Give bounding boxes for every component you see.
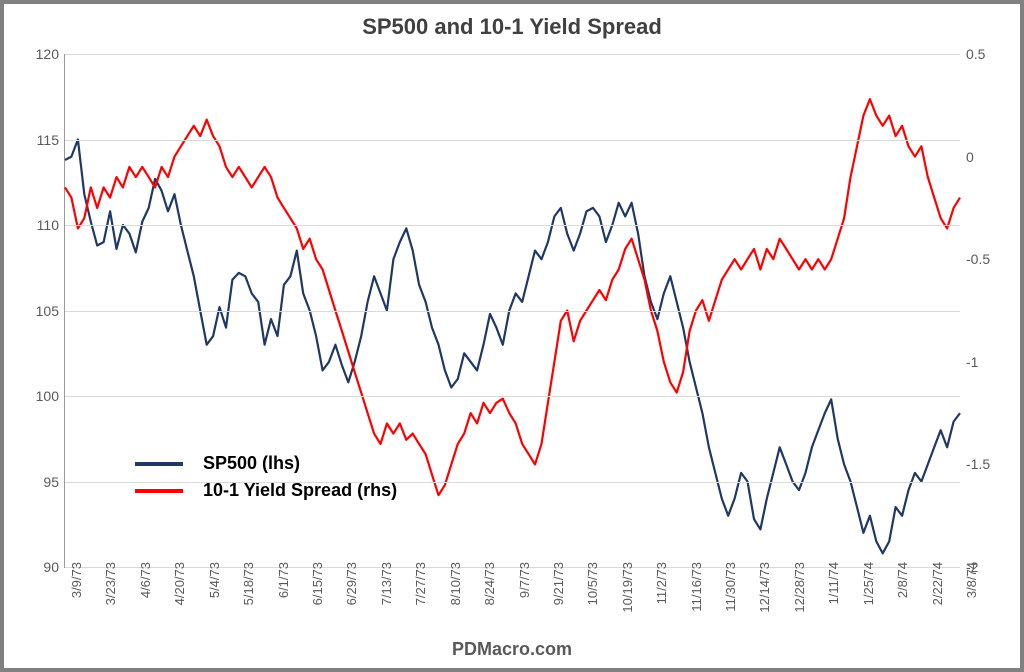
x-tick: 6/15/73	[310, 562, 325, 605]
source-label: PDMacro.com	[4, 639, 1020, 660]
grid-line	[65, 140, 960, 141]
x-tick: 10/19/73	[620, 562, 635, 613]
chart-container: SP500 and 10-1 Yield Spread SP500 (lhs) …	[0, 0, 1024, 672]
y-tick-right: -0.5	[966, 251, 1002, 267]
x-tick: 6/1/73	[276, 562, 291, 598]
x-tick: 7/27/73	[413, 562, 428, 605]
x-tick: 12/14/73	[757, 562, 772, 613]
y-tick-left: 95	[23, 474, 59, 490]
grid-line	[65, 311, 960, 312]
x-tick: 8/10/73	[448, 562, 463, 605]
y-tick-right: 0	[966, 149, 1002, 165]
x-tick: 3/8/74	[964, 562, 979, 598]
x-tick: 11/2/73	[654, 562, 669, 604]
grid-line	[65, 396, 960, 397]
grid-line	[65, 225, 960, 226]
legend-label-spread: 10-1 Yield Spread (rhs)	[203, 480, 397, 501]
y-tick-right: -1.5	[966, 456, 1002, 472]
grid-line	[65, 54, 960, 55]
x-tick: 8/24/73	[482, 562, 497, 605]
y-tick-left: 110	[23, 217, 59, 233]
x-tick: 1/25/74	[861, 562, 876, 605]
x-tick: 3/9/73	[69, 562, 84, 598]
x-tick: 6/29/73	[344, 562, 359, 605]
x-tick: 10/5/73	[585, 562, 600, 605]
x-tick: 3/23/73	[103, 562, 118, 605]
y-tick-right: -1	[966, 354, 1002, 370]
y-tick-right: 0.5	[966, 46, 1002, 62]
x-tick: 9/7/73	[517, 562, 532, 598]
chart-title: SP500 and 10-1 Yield Spread	[4, 4, 1020, 40]
y-tick-left: 120	[23, 46, 59, 62]
legend-swatch-sp500	[135, 462, 183, 466]
x-tick: 2/22/74	[930, 562, 945, 605]
series-10-1 Yield Spread	[65, 99, 960, 495]
y-tick-left: 90	[23, 559, 59, 575]
legend-swatch-spread	[135, 489, 183, 493]
x-tick: 7/13/73	[379, 562, 394, 605]
x-tick: 11/30/73	[723, 562, 738, 612]
x-tick: 12/28/73	[792, 562, 807, 613]
x-tick: 5/4/73	[207, 562, 222, 598]
x-tick: 1/11/74	[826, 562, 841, 604]
legend: SP500 (lhs) 10-1 Yield Spread (rhs)	[135, 453, 397, 507]
x-tick: 4/6/73	[138, 562, 153, 598]
x-tick: 11/16/73	[689, 562, 704, 612]
x-tick: 9/21/73	[551, 562, 566, 605]
y-tick-left: 105	[23, 303, 59, 319]
x-tick: 2/8/74	[895, 562, 910, 598]
plot-area: SP500 (lhs) 10-1 Yield Spread (rhs) 9095…	[64, 54, 960, 568]
legend-label-sp500: SP500 (lhs)	[203, 453, 300, 474]
y-tick-left: 100	[23, 388, 59, 404]
legend-item-spread: 10-1 Yield Spread (rhs)	[135, 480, 397, 501]
y-tick-left: 115	[23, 132, 59, 148]
x-tick: 5/18/73	[241, 562, 256, 605]
x-tick: 4/20/73	[172, 562, 187, 605]
legend-item-sp500: SP500 (lhs)	[135, 453, 397, 474]
grid-line	[65, 482, 960, 483]
